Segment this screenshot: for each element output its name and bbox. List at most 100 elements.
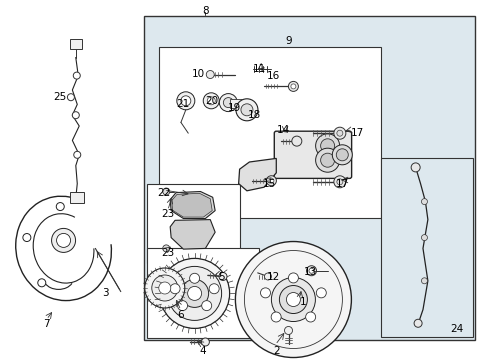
Text: 1: 1 xyxy=(299,297,306,307)
Circle shape xyxy=(235,242,351,357)
Text: 15: 15 xyxy=(262,179,275,189)
Text: 25: 25 xyxy=(53,92,66,102)
Polygon shape xyxy=(170,220,215,249)
Circle shape xyxy=(271,278,315,321)
Circle shape xyxy=(23,234,31,242)
Circle shape xyxy=(284,327,292,334)
Text: 13: 13 xyxy=(303,267,317,277)
Text: 16: 16 xyxy=(266,71,280,81)
Circle shape xyxy=(163,245,169,252)
Circle shape xyxy=(144,268,184,308)
Circle shape xyxy=(170,284,180,294)
Circle shape xyxy=(201,338,209,346)
Circle shape xyxy=(73,72,80,79)
Circle shape xyxy=(177,301,187,311)
Circle shape xyxy=(291,136,301,146)
Circle shape xyxy=(209,284,219,294)
Circle shape xyxy=(308,268,313,273)
Circle shape xyxy=(266,176,276,186)
Text: 14: 14 xyxy=(276,125,290,135)
Text: 4: 4 xyxy=(199,346,206,356)
Text: 18: 18 xyxy=(247,110,261,120)
Text: 20: 20 xyxy=(205,96,218,106)
Circle shape xyxy=(51,228,76,252)
Bar xyxy=(144,16,474,340)
Circle shape xyxy=(320,153,334,167)
Text: 8: 8 xyxy=(202,6,208,16)
Circle shape xyxy=(421,235,427,240)
Circle shape xyxy=(271,312,281,322)
Text: 17: 17 xyxy=(349,128,363,138)
Circle shape xyxy=(268,178,273,183)
Text: 7: 7 xyxy=(43,319,50,329)
Circle shape xyxy=(260,288,270,298)
Circle shape xyxy=(167,266,221,320)
Circle shape xyxy=(189,273,199,283)
Circle shape xyxy=(187,287,201,300)
Polygon shape xyxy=(171,193,212,217)
Bar xyxy=(229,99,242,108)
Circle shape xyxy=(201,301,211,311)
Circle shape xyxy=(203,93,219,109)
Circle shape xyxy=(56,203,64,211)
Circle shape xyxy=(286,293,300,306)
Circle shape xyxy=(74,151,81,158)
Circle shape xyxy=(421,199,427,204)
Circle shape xyxy=(57,233,70,247)
FancyBboxPatch shape xyxy=(274,131,351,179)
Circle shape xyxy=(72,112,79,119)
Circle shape xyxy=(332,145,351,165)
Text: 23: 23 xyxy=(161,209,174,219)
Circle shape xyxy=(336,130,342,136)
Bar xyxy=(70,39,82,49)
Text: 12: 12 xyxy=(266,272,280,282)
Polygon shape xyxy=(238,158,276,191)
Circle shape xyxy=(306,266,316,276)
Circle shape xyxy=(151,275,178,301)
Circle shape xyxy=(159,258,229,328)
Text: 19: 19 xyxy=(227,103,241,113)
Circle shape xyxy=(288,273,298,283)
Circle shape xyxy=(180,279,208,307)
Text: 2: 2 xyxy=(272,346,279,356)
Circle shape xyxy=(410,163,419,172)
Text: 5: 5 xyxy=(217,272,224,282)
Circle shape xyxy=(159,282,170,294)
Text: 10: 10 xyxy=(191,69,204,79)
Text: 17: 17 xyxy=(335,179,348,189)
Text: 6: 6 xyxy=(177,310,184,320)
Circle shape xyxy=(305,312,315,322)
Text: 23: 23 xyxy=(161,248,174,258)
Circle shape xyxy=(236,99,257,121)
Text: 11: 11 xyxy=(252,64,265,74)
Circle shape xyxy=(290,84,295,89)
Bar xyxy=(146,248,259,338)
Circle shape xyxy=(288,81,298,91)
Text: 3: 3 xyxy=(102,288,108,298)
Circle shape xyxy=(315,134,339,158)
Circle shape xyxy=(219,273,226,280)
Circle shape xyxy=(206,71,214,78)
Circle shape xyxy=(279,285,307,314)
Text: 22: 22 xyxy=(157,188,170,198)
Circle shape xyxy=(67,94,74,101)
Bar xyxy=(381,158,472,337)
Circle shape xyxy=(241,104,252,116)
Circle shape xyxy=(38,279,46,287)
Circle shape xyxy=(207,97,215,105)
Text: 24: 24 xyxy=(449,324,463,334)
Text: 9: 9 xyxy=(285,36,291,46)
Bar xyxy=(146,184,239,263)
Circle shape xyxy=(336,149,347,161)
Circle shape xyxy=(163,188,169,195)
Polygon shape xyxy=(170,192,215,219)
Circle shape xyxy=(336,179,342,185)
Circle shape xyxy=(264,273,271,280)
Circle shape xyxy=(316,288,325,298)
Circle shape xyxy=(219,94,237,112)
Text: 21: 21 xyxy=(175,99,189,109)
Circle shape xyxy=(413,319,421,327)
Circle shape xyxy=(421,278,427,284)
Circle shape xyxy=(223,98,233,108)
Circle shape xyxy=(333,176,345,188)
